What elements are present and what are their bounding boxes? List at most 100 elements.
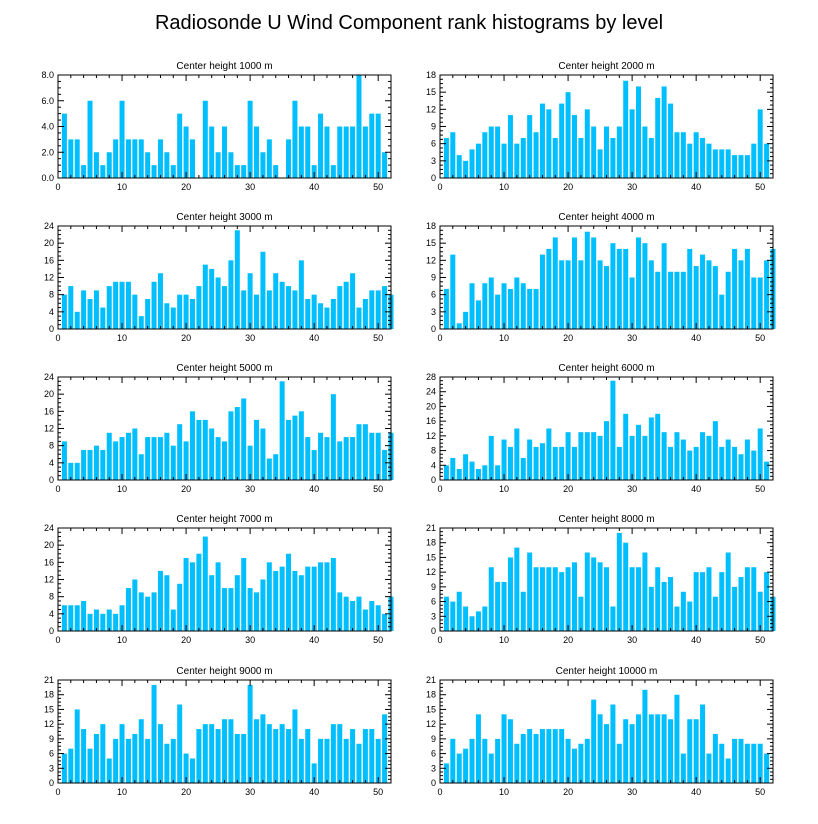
bar <box>597 714 603 783</box>
bar <box>584 109 590 178</box>
bar <box>113 441 119 481</box>
bar <box>382 449 388 480</box>
bar <box>636 714 642 783</box>
bar <box>482 738 488 783</box>
x-tick-label: 0 <box>437 333 442 343</box>
bar <box>738 155 744 178</box>
y-tick-label: 9 <box>431 122 436 132</box>
bar <box>712 733 718 783</box>
bar <box>74 139 80 179</box>
bar <box>610 606 616 631</box>
bar <box>266 562 272 631</box>
y-tick-label: 12 <box>44 273 54 283</box>
bar <box>164 303 170 329</box>
bar <box>61 294 67 329</box>
bar <box>151 684 157 783</box>
bar <box>266 290 272 330</box>
bar <box>151 165 157 179</box>
bar <box>597 260 603 329</box>
bar <box>87 613 93 631</box>
bar <box>469 461 475 480</box>
bar <box>584 432 590 480</box>
bar <box>183 441 189 481</box>
bar <box>279 566 285 632</box>
bar <box>700 137 706 178</box>
bar <box>732 446 738 480</box>
bar <box>350 273 356 329</box>
y-tick-label: 0 <box>431 475 436 485</box>
bar <box>527 288 533 329</box>
bar <box>254 419 260 480</box>
bar <box>292 290 298 330</box>
bar <box>234 407 240 480</box>
bar <box>693 132 699 178</box>
x-tick-label: 10 <box>117 333 127 343</box>
bar <box>330 165 336 179</box>
x-tick-label: 0 <box>437 182 442 192</box>
bar <box>706 753 712 783</box>
bar <box>578 432 584 480</box>
bar <box>74 709 80 783</box>
bar <box>520 457 526 480</box>
bar <box>450 132 456 178</box>
bar <box>196 419 202 480</box>
bar <box>565 92 571 178</box>
bar <box>757 743 763 783</box>
bar <box>311 165 317 179</box>
y-tick-label: 4 <box>49 609 54 619</box>
y-tick-label: 6.0 <box>41 96 54 106</box>
bar <box>222 126 227 178</box>
bar <box>279 281 285 329</box>
bar <box>382 286 388 329</box>
bar <box>764 572 770 631</box>
panel-title: Center height 8000 m <box>558 514 654 525</box>
bar <box>93 152 99 178</box>
y-tick-label: 18 <box>44 690 54 700</box>
x-tick-label: 10 <box>117 787 127 797</box>
x-tick-label: 20 <box>563 182 573 192</box>
bar <box>642 243 648 329</box>
bar <box>501 439 507 480</box>
y-tick-label: 8 <box>49 441 54 451</box>
bar <box>228 719 234 783</box>
bar <box>350 437 356 480</box>
x-tick-label: 0 <box>55 484 60 494</box>
bar <box>196 553 202 631</box>
bar <box>157 139 163 179</box>
x-tick-label: 20 <box>181 333 191 343</box>
bar <box>157 273 163 329</box>
bar <box>764 260 770 329</box>
bar <box>616 446 622 480</box>
bar <box>680 753 686 783</box>
bar <box>343 738 349 783</box>
bar <box>93 609 99 631</box>
bar <box>273 454 279 480</box>
bar <box>757 591 763 631</box>
bar <box>725 758 731 783</box>
bar <box>189 411 195 480</box>
bar <box>202 419 208 480</box>
bar <box>369 600 375 631</box>
bar <box>145 298 151 329</box>
bar <box>732 586 738 631</box>
bar <box>482 283 488 329</box>
bar <box>100 724 106 783</box>
x-tick-label: 20 <box>181 635 191 645</box>
x-tick-label: 50 <box>373 333 383 343</box>
bar <box>260 714 266 783</box>
bar <box>552 237 558 329</box>
bar <box>668 719 674 783</box>
bar <box>132 139 138 179</box>
bar <box>106 152 112 178</box>
bar <box>183 126 189 178</box>
bar <box>539 254 545 329</box>
figure-title: Radiosonde U Wind Component rank histogr… <box>155 12 663 34</box>
bar <box>687 719 693 783</box>
bar <box>298 411 304 480</box>
bar <box>738 454 744 480</box>
bar <box>87 748 93 783</box>
bar <box>636 86 642 178</box>
bar <box>113 738 119 783</box>
x-tick-label: 50 <box>373 182 383 192</box>
y-tick-label: 12 <box>44 424 54 434</box>
